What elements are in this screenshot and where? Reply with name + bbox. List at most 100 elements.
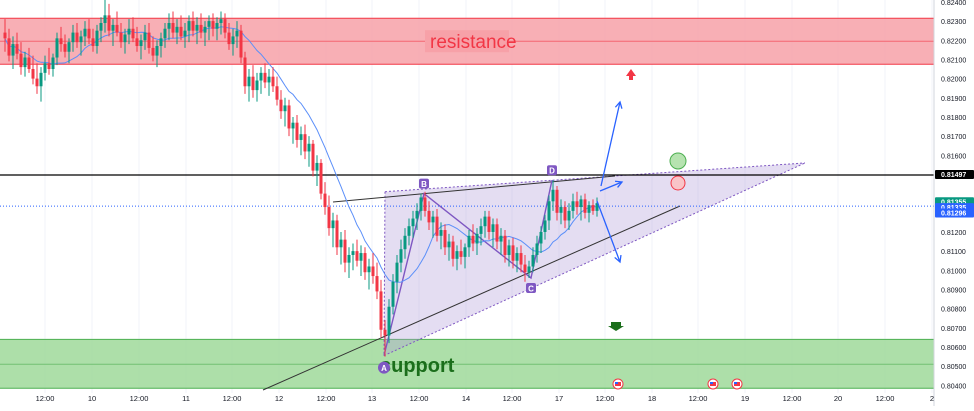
- candle-body: [531, 254, 535, 267]
- time-tick-label: 10: [88, 394, 96, 403]
- candle: [171, 11, 175, 39]
- candle-body: [115, 24, 119, 33]
- candle-body: [359, 253, 363, 261]
- candle-body: [135, 38, 139, 47]
- point-label: C: [528, 284, 534, 293]
- point-marker: [378, 361, 390, 374]
- candle: [511, 237, 515, 269]
- candle: [195, 17, 199, 45]
- candle: [155, 40, 159, 68]
- candle-body: [263, 72, 267, 83]
- candle-body: [19, 53, 23, 68]
- candle: [267, 69, 271, 96]
- candle-body: [95, 30, 99, 47]
- candle-body: [491, 224, 495, 232]
- candle-body: [351, 251, 355, 255]
- candle: [567, 203, 571, 231]
- candle-body: [523, 264, 527, 273]
- candle-body: [59, 38, 63, 45]
- candle-body: [535, 243, 539, 255]
- candle: [459, 239, 463, 265]
- candle: [371, 253, 375, 284]
- candle-body: [395, 262, 399, 282]
- candle-body: [151, 47, 155, 56]
- candle: [131, 17, 135, 43]
- candle: [319, 159, 323, 200]
- time-tick-label: 20: [834, 394, 842, 403]
- event-flag-icon: [612, 378, 624, 390]
- candle: [67, 38, 71, 64]
- candle: [235, 21, 239, 48]
- candle: [543, 214, 547, 240]
- time-tick-label: 12:00: [503, 394, 522, 403]
- candle: [207, 15, 211, 41]
- candle-body: [71, 32, 75, 43]
- candle-body: [223, 19, 227, 33]
- candle: [443, 224, 447, 255]
- candle: [99, 17, 103, 43]
- candle: [587, 201, 591, 223]
- candle-body: [107, 15, 111, 31]
- candle: [583, 193, 587, 219]
- candle: [187, 15, 191, 43]
- candle: [11, 36, 15, 70]
- candle: [327, 195, 331, 236]
- down-marker-icon: [608, 322, 624, 331]
- candle-body: [543, 220, 547, 232]
- candle: [295, 115, 299, 148]
- candle: [519, 245, 523, 273]
- price-label-text: 0.81497: [941, 172, 966, 179]
- resistance-label-bg: [425, 30, 509, 53]
- candle: [591, 199, 595, 215]
- candle-body: [199, 24, 203, 33]
- candle: [135, 26, 139, 52]
- candle: [79, 30, 83, 56]
- candle-body: [231, 36, 235, 45]
- candle: [439, 222, 443, 250]
- arrow-shaft: [599, 181, 623, 192]
- candle: [167, 13, 171, 41]
- candle-body: [551, 189, 555, 202]
- candle-body: [87, 28, 91, 39]
- candle-body: [15, 44, 19, 54]
- candle-body: [515, 253, 519, 261]
- pattern-point-b: B: [419, 178, 429, 189]
- candle-body: [195, 24, 199, 31]
- candle-body: [295, 122, 299, 140]
- time-tick-label: 11: [182, 394, 190, 403]
- candle-body: [379, 291, 383, 330]
- candle: [275, 76, 279, 106]
- time-tick-label: 19: [741, 394, 749, 403]
- event-flag-icon: [731, 378, 743, 390]
- breakdown-arrow: [596, 200, 622, 264]
- candle-body: [347, 254, 351, 263]
- candle-body: [411, 218, 415, 227]
- candle: [15, 32, 19, 60]
- pattern-point-d: D: [547, 165, 557, 176]
- candle: [427, 201, 431, 231]
- point-marker: [419, 178, 429, 189]
- candle-body: [291, 122, 295, 129]
- candle: [243, 51, 247, 94]
- price-tick-label: 0.81900: [941, 96, 966, 103]
- candle-body: [3, 32, 7, 39]
- candle-body: [415, 210, 419, 219]
- candle: [175, 19, 179, 45]
- candle: [343, 230, 347, 273]
- annotations: A B C D: [378, 69, 743, 390]
- candle: [51, 53, 55, 77]
- candle-body: [575, 201, 579, 208]
- candle-body: [519, 253, 523, 265]
- candle-body: [567, 210, 571, 221]
- arrow-head: [614, 254, 622, 264]
- candle: [103, 0, 107, 33]
- time-tick-label: 12:00: [130, 394, 149, 403]
- candle: [495, 218, 499, 250]
- candle: [475, 228, 479, 255]
- time-tick-label: 12:00: [876, 394, 895, 403]
- candle-body: [183, 30, 187, 37]
- candle: [323, 182, 327, 215]
- candle-body: [271, 76, 275, 87]
